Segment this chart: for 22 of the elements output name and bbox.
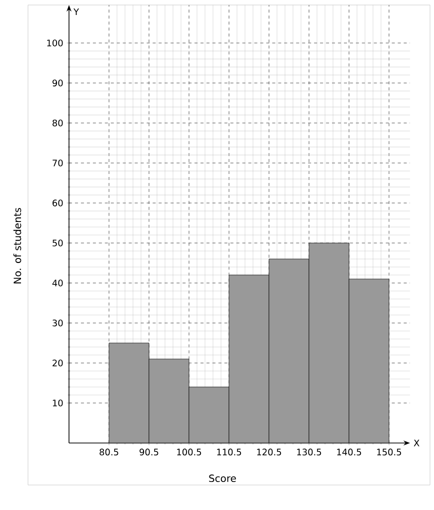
- x-tick-label: 110.5: [217, 448, 242, 456]
- y-tick-label: 60: [52, 200, 63, 206]
- y-axis-title: No. of students: [13, 208, 22, 284]
- x-tick-label: 150.5: [377, 448, 402, 456]
- y-tick-label: 30: [52, 320, 63, 326]
- x-tick-label: 90.5: [140, 448, 158, 456]
- y-tick-label: 50: [52, 240, 63, 246]
- x-tick-label: 120.5: [257, 448, 282, 456]
- x-tick-label: 80.5: [100, 448, 118, 456]
- x-tick-label: 130.5: [297, 448, 322, 456]
- y-tick-label: 10: [52, 400, 63, 406]
- annotation: Y: [74, 8, 80, 16]
- text: X: [414, 440, 420, 446]
- y-tick-label: 100: [47, 40, 63, 46]
- y-tick-label: 40: [52, 280, 63, 286]
- y-tick-label: 70: [52, 160, 63, 166]
- x-axis-title: Score: [209, 474, 236, 482]
- y-tick-label: 20: [52, 360, 63, 366]
- y-tick-label: 90: [52, 80, 63, 86]
- x-tick-label: 100.5: [177, 448, 202, 456]
- x-tick-label: 140.5: [337, 448, 362, 456]
- y-tick-label: 80: [52, 120, 63, 126]
